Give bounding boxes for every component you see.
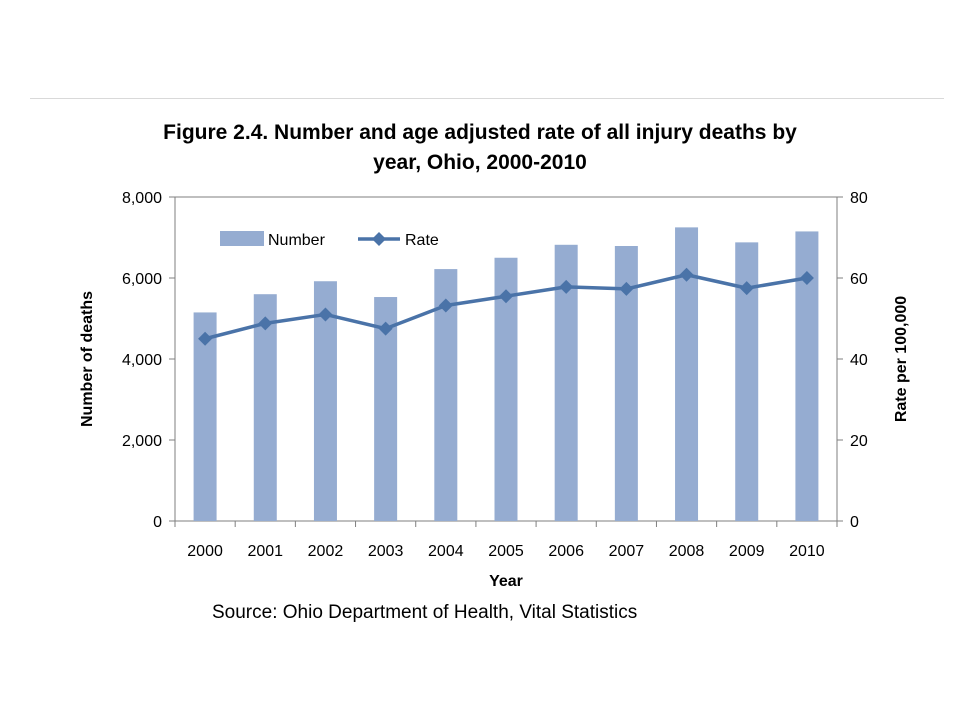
rate-marker-2006: [559, 279, 574, 294]
bar-number-2004: [434, 269, 458, 521]
x-tick-label: 2007: [609, 543, 645, 560]
legend-label-rate: Rate: [405, 232, 439, 249]
bar-number-2007: [614, 246, 638, 521]
y-tick-label: 6,000: [122, 271, 162, 288]
x-tick-label: 2010: [789, 543, 825, 560]
rate-marker-2008: [679, 267, 694, 282]
rate-marker-2000: [198, 331, 213, 346]
x-axis-title: Year: [489, 573, 523, 590]
y-tick-label: 0: [153, 514, 162, 531]
rate-marker-2001: [258, 316, 273, 331]
x-tick-label: 2005: [488, 543, 524, 560]
chart-title: Figure 2.4. Number and age adjusted rate…: [130, 118, 830, 178]
legend-label-number: Number: [268, 232, 326, 249]
rate-marker-2010: [799, 271, 814, 285]
top-divider: [30, 98, 944, 99]
y-axis-title: Number of deaths: [79, 291, 96, 427]
y2-axis-title: Rate per 100,000: [893, 296, 910, 422]
x-tick-label: 2008: [669, 543, 705, 560]
x-tick-label: 2004: [428, 543, 464, 560]
y-tick-label: 4,000: [122, 352, 162, 369]
bar-number-2001: [253, 294, 277, 521]
bar-number-2006: [554, 244, 578, 522]
y2-tick-label: 20: [850, 433, 868, 450]
bar-number-2000: [193, 312, 217, 521]
rate-marker-2002: [318, 307, 333, 322]
chart-title-line-1: Figure 2.4. Number and age adjusted rate…: [163, 121, 797, 144]
x-tick-label: 2003: [368, 543, 404, 560]
bar-number-2010: [795, 231, 819, 522]
x-tick-label: 2006: [548, 543, 584, 560]
bar-number-2002: [313, 281, 337, 521]
legend-swatch-number: [220, 231, 264, 246]
source-note: Source: Ohio Department of Health, Vital…: [212, 602, 638, 623]
y2-tick-label: 80: [850, 190, 868, 207]
x-tick-label: 2000: [187, 543, 223, 560]
legend-marker-rate: [372, 232, 386, 246]
x-tick-label: 2002: [308, 543, 344, 560]
rate-marker-2005: [499, 289, 513, 304]
chart-title-line-2: year, Ohio, 2000-2010: [373, 151, 587, 174]
y2-tick-label: 60: [850, 271, 868, 288]
x-tick-label: 2001: [247, 543, 283, 560]
rate-marker-2004: [438, 298, 453, 313]
rate-marker-2007: [619, 281, 634, 296]
bar-number-2005: [494, 257, 518, 521]
bar-number-2003: [374, 297, 398, 521]
y2-tick-label: 40: [850, 352, 868, 369]
bar-number-2009: [735, 242, 759, 522]
bar-number-2008: [675, 227, 699, 521]
rate-marker-2009: [739, 281, 754, 296]
y-tick-label: 8,000: [122, 190, 162, 207]
rate-marker-2003: [378, 321, 393, 336]
x-tick-label: 2009: [729, 543, 765, 560]
y-tick-label: 2,000: [122, 433, 162, 450]
y2-tick-label: 0: [850, 514, 859, 531]
